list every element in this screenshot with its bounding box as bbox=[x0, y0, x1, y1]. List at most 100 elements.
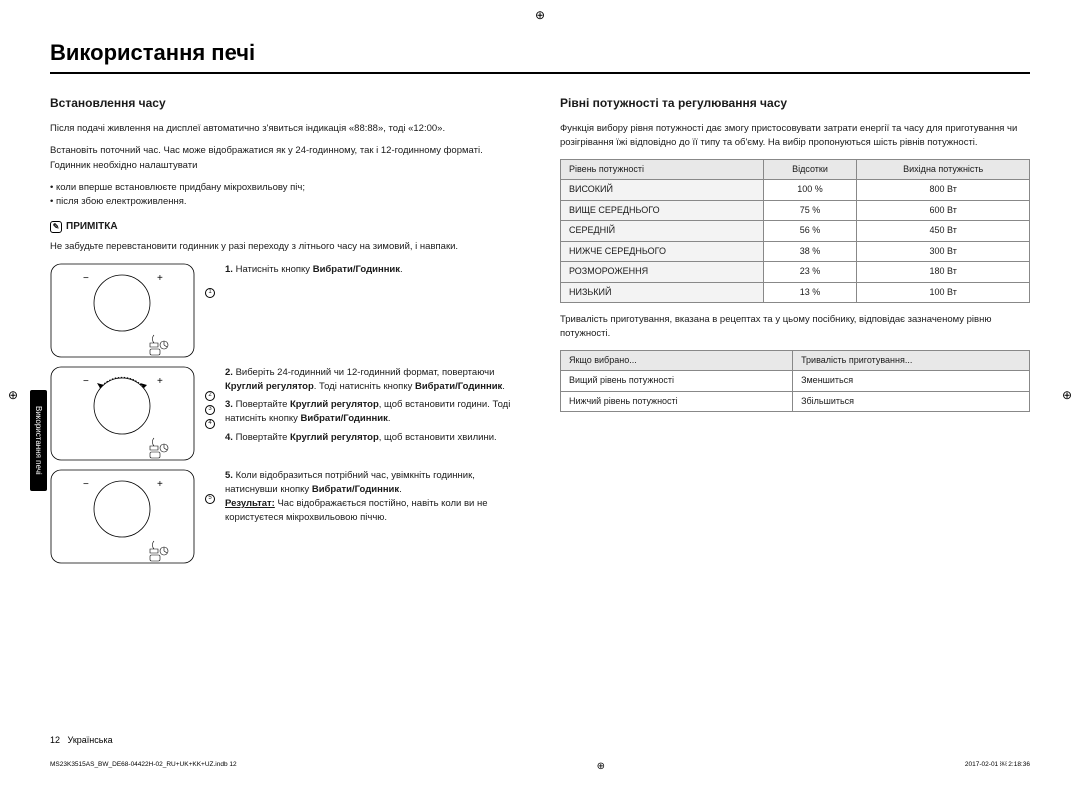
s4-t1: Повертайте bbox=[236, 432, 290, 443]
t1-r4-c2: 180 Вт bbox=[857, 262, 1030, 283]
t1-r5-c0: НИЗЬКИЙ bbox=[561, 282, 764, 303]
s4-t2: , щоб встановити хвилини. bbox=[379, 432, 497, 443]
t1-h1: Відсотки bbox=[763, 159, 857, 180]
step-num-col-2: 2 3 4 bbox=[205, 366, 215, 461]
control-panel-3: −+ bbox=[50, 469, 195, 564]
table-row: НИЖЧЕ СЕРЕДНЬОГО38 %300 Вт bbox=[561, 241, 1030, 262]
left-intro1: Після подачі живлення на дисплеї автомат… bbox=[50, 122, 520, 136]
s3-prefix: 3. bbox=[225, 399, 233, 410]
svg-text:−: − bbox=[83, 376, 89, 387]
meta-date: 2017-02-01 ￼ 2:18:36 bbox=[965, 761, 1030, 772]
table-row: Нижчий рівень потужностіЗбільшиться bbox=[561, 391, 1030, 412]
t2-r0-c1: Зменшиться bbox=[793, 371, 1030, 392]
num-4: 4 bbox=[205, 419, 215, 429]
t2-h1: Тривалість приготування... bbox=[793, 350, 1030, 371]
left-section-title: Встановлення часу bbox=[50, 94, 520, 112]
table-row: ВИСОКИЙ100 %800 Вт bbox=[561, 180, 1030, 201]
s3-t3: . bbox=[388, 413, 391, 424]
t1-r1-c0: ВИЩЕ СЕРЕДНЬОГО bbox=[561, 200, 764, 221]
table-row: ВИЩЕ СЕРЕДНЬОГО75 %600 Вт bbox=[561, 200, 1030, 221]
t2-r1-c0: Нижчий рівень потужності bbox=[561, 391, 793, 412]
note-heading: ✎ ПРИМІТКА bbox=[50, 219, 520, 234]
step-num-col-1: 1 bbox=[205, 263, 215, 358]
note-text: Не забудьте перевстановити годинник у ра… bbox=[50, 240, 520, 254]
table-row: СЕРЕДНІЙ56 %450 Вт bbox=[561, 221, 1030, 242]
t1-r2-c1: 56 % bbox=[763, 221, 857, 242]
t1-r0-c2: 800 Вт bbox=[857, 180, 1030, 201]
num-1: 1 bbox=[205, 288, 215, 298]
t2-r0-c0: Вищий рівень потужності bbox=[561, 371, 793, 392]
note-label: ПРИМІТКА bbox=[66, 219, 118, 234]
step-text-3: 5. Коли відобразиться потрібний час, уві… bbox=[225, 469, 520, 564]
s5-prefix: 5. bbox=[225, 470, 233, 481]
page-number: 12 bbox=[50, 735, 60, 745]
s1-t2: . bbox=[400, 264, 403, 275]
step-row-3: −+ 5 5. Коли відобразиться потрібний час… bbox=[50, 469, 520, 564]
left-bullets: коли вперше встановлюєте придбану мікрох… bbox=[50, 181, 520, 210]
right-intro: Функція вибору рівня потужності дає змог… bbox=[560, 122, 1030, 151]
t1-r5-c2: 100 Вт bbox=[857, 282, 1030, 303]
meta-crop: ⊕ bbox=[597, 761, 605, 772]
t1-r3-c1: 38 % bbox=[763, 241, 857, 262]
num-3: 3 bbox=[205, 405, 215, 415]
t1-r3-c2: 300 Вт bbox=[857, 241, 1030, 262]
meta-file: MS23K3515AS_BW_DE68-04422H-02_RU+UK+KK+U… bbox=[50, 761, 237, 772]
s2-t1: Виберіть 24-годинний чи 12-годинний форм… bbox=[236, 367, 495, 378]
control-panel-1: −+ bbox=[50, 263, 195, 358]
s2-b2: Вибрати/Годинник bbox=[415, 381, 502, 392]
power-levels-table: Рівень потужності Відсотки Вихідна потуж… bbox=[560, 159, 1030, 304]
s2-t3: . bbox=[502, 381, 505, 392]
step-row-1: −+ 1 1. Натисніть кнопку Вибрати/Годинни… bbox=[50, 263, 520, 358]
table-row: РОЗМОРОЖЕННЯ23 %180 Вт bbox=[561, 262, 1030, 283]
t2-h0: Якщо вибрано... bbox=[561, 350, 793, 371]
s1-prefix: 1. bbox=[225, 264, 233, 275]
control-panel-2: −+ bbox=[50, 366, 195, 461]
s5-res-label: Результат: bbox=[225, 498, 275, 509]
s4-b1: Круглий регулятор bbox=[290, 432, 379, 443]
t1-r4-c1: 23 % bbox=[763, 262, 857, 283]
page-content: Використання печі Встановлення часу Післ… bbox=[0, 0, 1080, 602]
s3-b1: Круглий регулятор bbox=[290, 399, 379, 410]
svg-text:+: + bbox=[157, 273, 163, 284]
svg-text:+: + bbox=[157, 479, 163, 490]
t1-h2: Вихідна потужність bbox=[857, 159, 1030, 180]
duration-table: Якщо вибрано... Тривалість приготування.… bbox=[560, 350, 1030, 413]
t1-r1-c1: 75 % bbox=[763, 200, 857, 221]
num-5: 5 bbox=[205, 494, 215, 504]
svg-text:−: − bbox=[83, 273, 89, 284]
step-num-col-3: 5 bbox=[205, 469, 215, 564]
t1-r1-c2: 600 Вт bbox=[857, 200, 1030, 221]
s3-t1: Повертайте bbox=[236, 399, 290, 410]
s1-b1: Вибрати/Годинник bbox=[313, 264, 400, 275]
t1-r2-c0: СЕРЕДНІЙ bbox=[561, 221, 764, 242]
step-row-2: −+ 2 3 4 2. Виберіть 24-годинний чи 12-г… bbox=[50, 366, 520, 461]
t1-r2-c2: 450 Вт bbox=[857, 221, 1030, 242]
s4-prefix: 4. bbox=[225, 432, 233, 443]
s3-b2: Вибрати/Годинник bbox=[301, 413, 388, 424]
step-text-1: 1. Натисніть кнопку Вибрати/Годинник. bbox=[225, 263, 520, 358]
num-2: 2 bbox=[205, 391, 215, 401]
bullet-1: коли вперше встановлюєте придбану мікрох… bbox=[50, 181, 520, 195]
bullet-2: після збою електроживлення. bbox=[50, 195, 520, 209]
svg-text:−: − bbox=[83, 479, 89, 490]
left-intro2: Встановіть поточний час. Час може відобр… bbox=[50, 144, 520, 173]
t1-r4-c0: РОЗМОРОЖЕННЯ bbox=[561, 262, 764, 283]
s1-t1: Натисніть кнопку bbox=[236, 264, 313, 275]
s2-t2: . Тоді натисніть кнопку bbox=[314, 381, 415, 392]
table-row: НИЗЬКИЙ13 %100 Вт bbox=[561, 282, 1030, 303]
s5-t2: . bbox=[399, 484, 402, 495]
main-title: Використання печі bbox=[50, 40, 1030, 74]
s5-b1: Вибрати/Годинник bbox=[312, 484, 399, 495]
left-column: Встановлення часу Після подачі живлення … bbox=[50, 94, 520, 572]
page-footer: 12 Українська bbox=[50, 735, 113, 745]
meta-footer: MS23K3515AS_BW_DE68-04422H-02_RU+UK+KK+U… bbox=[50, 761, 1030, 772]
s2-b1: Круглий регулятор bbox=[225, 381, 314, 392]
t1-r5-c1: 13 % bbox=[763, 282, 857, 303]
svg-text:+: + bbox=[157, 376, 163, 387]
t1-r0-c1: 100 % bbox=[763, 180, 857, 201]
s2-prefix: 2. bbox=[225, 367, 233, 378]
right-column: Рівні потужності та регулювання часу Фун… bbox=[560, 94, 1030, 572]
t1-r0-c0: ВИСОКИЙ bbox=[561, 180, 764, 201]
step-text-2: 2. Виберіть 24-годинний чи 12-годинний ф… bbox=[225, 366, 520, 461]
page-lang: Українська bbox=[68, 735, 113, 745]
